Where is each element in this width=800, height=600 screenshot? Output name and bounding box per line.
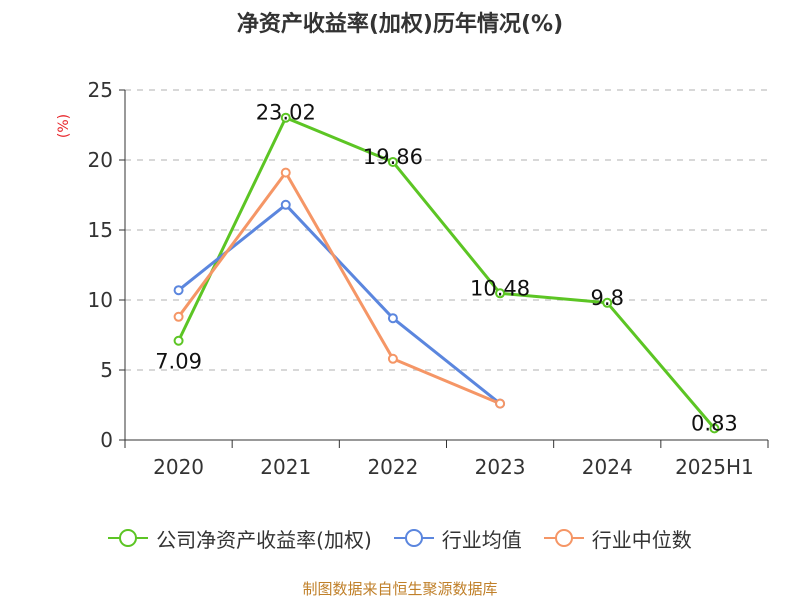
data-point	[495, 288, 506, 299]
x-tick-label: 2020	[153, 455, 204, 479]
data-point	[602, 297, 613, 308]
y-tick-label: 25	[88, 78, 113, 102]
legend-label-company: 公司净资产收益率(加权)	[156, 527, 372, 552]
data-point	[387, 156, 398, 167]
x-tick-label: 2025H1	[675, 455, 754, 479]
y-tick-label: 0	[100, 428, 113, 452]
series-line	[177, 116, 716, 430]
data-labels: 7.09 23.02 19.86 10.48 9.8 0.83	[155, 101, 738, 436]
data-point	[173, 285, 184, 296]
data-point	[173, 311, 184, 322]
axes: 0 5 10 15 20 25 2020 2021 2022 2023 2024 2025H1 (%)	[56, 78, 769, 479]
series-line	[177, 203, 502, 405]
y-tick-label: 15	[88, 218, 113, 242]
data-point	[280, 112, 291, 123]
legend-item-industry-mean[interactable]: 行业均值	[393, 524, 522, 553]
data-point	[280, 199, 291, 210]
data-label: 23.02	[256, 101, 316, 125]
data-label: 19.86	[363, 145, 423, 169]
y-tick-label: 10	[88, 288, 113, 312]
source-note: 制图数据来自恒生聚源数据库	[302, 580, 498, 598]
y-axis-unit-label: (%)	[56, 114, 72, 138]
data-label: 9.8	[591, 286, 624, 310]
data-point	[280, 167, 291, 178]
data-label: 0.83	[691, 411, 738, 435]
data-label: 10.48	[470, 276, 530, 300]
legend-label-industry-mean: 行业均值	[441, 527, 522, 552]
series-points	[173, 112, 720, 434]
x-tick-label: 2022	[367, 455, 418, 479]
legend-item-industry-median[interactable]: 行业中位数	[543, 524, 692, 553]
legend-marker-green	[108, 529, 149, 547]
data-point	[387, 313, 398, 324]
legend-label-industry-median: 行业中位数	[591, 527, 692, 552]
series-lines	[177, 116, 716, 430]
x-tick-label: 2023	[475, 455, 526, 479]
data-point	[387, 353, 398, 364]
data-label: 7.09	[155, 350, 202, 374]
data-point	[495, 398, 506, 409]
grid-lines	[125, 89, 768, 371]
legend-item-company[interactable]: 公司净资产收益率(加权)	[108, 524, 372, 553]
series-line	[177, 171, 501, 405]
y-tick-label: 5	[100, 358, 113, 382]
chart-title: 净资产收益率(加权)历年情况(%)	[236, 12, 564, 37]
x-tick-label: 2021	[260, 455, 311, 479]
legend: 公司净资产收益率(加权) 行业均值 行业中位数	[0, 520, 800, 556]
y-tick-label: 20	[88, 148, 113, 172]
data-point	[709, 423, 720, 434]
legend-marker-orange	[543, 529, 584, 547]
x-tick-label: 2024	[582, 455, 633, 479]
legend-marker-blue	[393, 529, 434, 547]
data-point	[173, 335, 184, 346]
